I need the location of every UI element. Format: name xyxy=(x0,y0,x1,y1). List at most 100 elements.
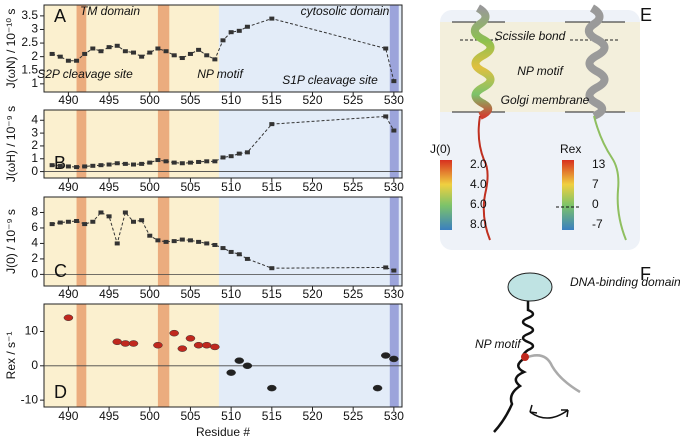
point xyxy=(389,355,399,363)
colorbar-tick: 8.0 xyxy=(470,217,487,231)
marker xyxy=(236,252,242,257)
point xyxy=(185,335,196,342)
marker xyxy=(82,222,88,227)
dna-binding-domain xyxy=(507,272,553,302)
membrane-label: Golgi membrane xyxy=(501,93,590,107)
tail xyxy=(593,115,627,241)
marker xyxy=(139,218,145,223)
point xyxy=(169,329,179,337)
point xyxy=(242,362,253,370)
x-tick-label: 520 xyxy=(302,409,322,423)
marker xyxy=(74,165,80,170)
point xyxy=(226,369,236,376)
x-tick-label: 515 xyxy=(262,93,282,107)
marker xyxy=(196,159,202,164)
colorbar-title: Rex xyxy=(560,142,581,156)
marker xyxy=(106,214,112,219)
marker xyxy=(122,161,128,166)
tail xyxy=(477,115,491,241)
y-tick-label: 2 xyxy=(31,251,38,265)
y-tick-label: 0 xyxy=(31,267,38,281)
marker xyxy=(57,163,63,168)
marker xyxy=(131,219,136,224)
marker xyxy=(65,164,71,169)
y-axis-label: J(0) / 10⁻⁹ s xyxy=(4,209,18,274)
annotation: NP motif xyxy=(197,67,244,81)
x-tick-label: 520 xyxy=(302,287,322,301)
np-site xyxy=(521,353,529,361)
panel-e: E Scissile bond NP motif Golgi membrane … xyxy=(430,4,652,250)
x-tick-label: 500 xyxy=(140,93,160,107)
motion-arrow xyxy=(529,409,569,419)
y-tick-label: 6 xyxy=(31,220,38,234)
point xyxy=(120,340,131,347)
colorbar-tick: 4.0 xyxy=(470,177,487,191)
marker xyxy=(269,266,275,271)
y-axis-label: Rex / s⁻¹ xyxy=(4,332,18,380)
y-tick-label: 3 xyxy=(31,125,38,139)
marker xyxy=(391,79,397,84)
y-tick-label: 1.5 xyxy=(21,62,38,76)
band xyxy=(76,5,87,92)
point xyxy=(234,357,245,364)
annotation: S2P cleavage site xyxy=(37,67,133,81)
colorbar-tick: 2.0 xyxy=(470,157,487,171)
marker xyxy=(171,239,177,244)
point xyxy=(372,384,383,392)
marker xyxy=(114,43,120,48)
marker xyxy=(65,58,71,63)
band xyxy=(389,304,399,407)
protein-chain-alt xyxy=(524,354,581,394)
band xyxy=(76,304,87,407)
x-tick-label: 530 xyxy=(384,93,404,107)
marker xyxy=(196,239,202,244)
marker xyxy=(49,51,55,56)
y-tick-label: 2 xyxy=(31,49,38,63)
marker xyxy=(155,238,161,243)
marker xyxy=(244,150,250,155)
marker xyxy=(122,210,128,215)
data-line xyxy=(51,18,395,82)
marker xyxy=(244,256,250,261)
band xyxy=(76,197,87,286)
x-tick-label: 490 xyxy=(58,180,78,194)
dna-label: DNA-binding domain xyxy=(570,275,680,289)
marker xyxy=(212,57,218,62)
np-label: NP motif xyxy=(517,64,564,78)
bands xyxy=(44,304,402,407)
marker xyxy=(147,50,153,55)
marker xyxy=(82,164,88,169)
y-tick-label: 2.5 xyxy=(21,35,38,49)
y-tick-label: -10 xyxy=(21,392,39,406)
band xyxy=(157,5,170,92)
x-tick-label: 505 xyxy=(180,287,200,301)
marker xyxy=(131,50,136,55)
band xyxy=(218,304,402,407)
marker xyxy=(90,46,96,51)
x-tick-label: 520 xyxy=(302,180,322,194)
x-tick-label: 510 xyxy=(221,180,241,194)
annotation: S1P cleavage site xyxy=(282,73,378,87)
helix xyxy=(584,4,609,120)
marker xyxy=(187,160,193,165)
band xyxy=(389,110,399,178)
marker xyxy=(187,238,193,243)
marker xyxy=(220,155,226,160)
x-tick-label: 505 xyxy=(180,180,200,194)
marker xyxy=(49,222,55,227)
marker xyxy=(269,122,275,127)
marker xyxy=(98,49,104,54)
bands xyxy=(44,5,402,92)
x-tick-label: 515 xyxy=(262,409,282,423)
x-tick-label: 530 xyxy=(384,409,404,423)
arrow-head xyxy=(529,404,569,418)
np-label: NP motif xyxy=(475,337,522,351)
x-tick-label: 495 xyxy=(99,287,119,301)
marker xyxy=(228,154,234,159)
point xyxy=(380,352,391,359)
y-tick-label: 4 xyxy=(31,112,38,126)
panel-label: D xyxy=(54,382,67,402)
marker xyxy=(179,237,185,242)
marker xyxy=(204,53,210,58)
marker xyxy=(228,249,234,254)
